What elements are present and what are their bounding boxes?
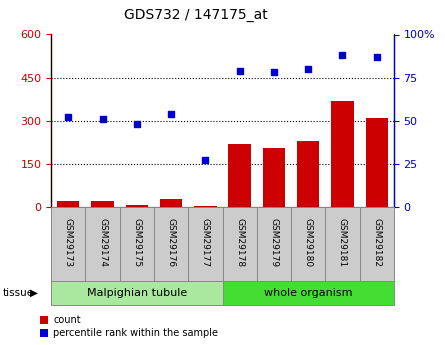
Point <box>339 52 346 58</box>
Text: GSM29176: GSM29176 <box>166 218 176 267</box>
Bar <box>222 281 394 305</box>
Bar <box>57 201 80 207</box>
Bar <box>154 207 188 281</box>
Bar <box>228 144 251 207</box>
Point <box>373 54 380 60</box>
Point <box>99 116 106 122</box>
Text: GDS732 / 147175_at: GDS732 / 147175_at <box>124 8 268 22</box>
Bar <box>188 207 222 281</box>
Text: GSM29175: GSM29175 <box>132 218 142 267</box>
Text: GSM29182: GSM29182 <box>372 218 381 267</box>
Text: GSM29179: GSM29179 <box>269 218 279 267</box>
Bar <box>331 101 354 207</box>
Bar <box>51 281 223 305</box>
Text: GSM29180: GSM29180 <box>303 218 313 267</box>
Text: GSM29177: GSM29177 <box>201 218 210 267</box>
Bar <box>160 199 182 207</box>
Bar <box>365 118 388 207</box>
Bar <box>291 207 325 281</box>
Bar <box>85 207 120 281</box>
Point <box>134 121 141 127</box>
Bar <box>325 207 360 281</box>
Text: GSM29178: GSM29178 <box>235 218 244 267</box>
Point <box>305 66 312 72</box>
Text: GSM29174: GSM29174 <box>98 218 107 267</box>
Point <box>236 68 243 73</box>
Point <box>202 158 209 163</box>
Bar <box>257 207 291 281</box>
Bar <box>297 141 320 207</box>
Bar <box>222 207 257 281</box>
Bar <box>125 205 148 207</box>
Legend: count, percentile rank within the sample: count, percentile rank within the sample <box>40 315 218 338</box>
Bar <box>51 207 85 281</box>
Bar <box>194 206 217 207</box>
Bar <box>360 207 394 281</box>
Text: GSM29181: GSM29181 <box>338 218 347 267</box>
Text: tissue: tissue <box>2 288 33 298</box>
Text: Malpighian tubule: Malpighian tubule <box>87 288 187 298</box>
Text: whole organism: whole organism <box>264 288 352 298</box>
Bar <box>120 207 154 281</box>
Point <box>271 70 278 75</box>
Point <box>168 111 175 117</box>
Bar <box>263 148 285 207</box>
Point <box>65 115 72 120</box>
Bar <box>91 201 114 207</box>
Text: GSM29173: GSM29173 <box>64 218 73 267</box>
Text: ▶: ▶ <box>30 288 38 298</box>
